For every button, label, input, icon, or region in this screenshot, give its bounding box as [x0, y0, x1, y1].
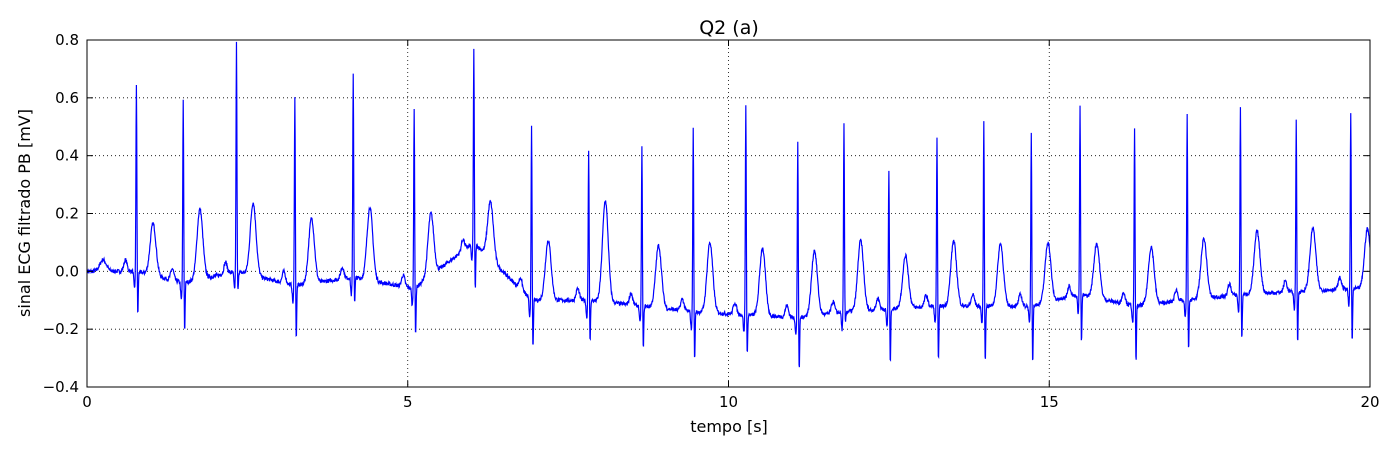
y-tick-label: 0.0 [55, 262, 79, 280]
x-tick-label: 10 [719, 393, 738, 411]
chart-title: Q2 (a) [699, 17, 759, 39]
y-tick-label: 0.4 [55, 147, 79, 165]
x-tick-label: 15 [1040, 393, 1059, 411]
x-tick-label: 0 [82, 393, 92, 411]
x-axis-ticks: 0 5 10 15 20 [82, 40, 1380, 411]
y-axis-label: sinal ECG filtrado PB [mV] [15, 109, 34, 317]
x-axis-label: tempo [s] [690, 417, 768, 436]
y-tick-label: 0.2 [55, 205, 79, 223]
y-axis-ticks: −0.4 −0.2 0.0 0.2 0.4 0.6 0.8 [43, 31, 1370, 396]
x-tick-label: 5 [403, 393, 413, 411]
y-tick-label: −0.4 [43, 378, 79, 396]
y-tick-label: 0.8 [55, 31, 79, 49]
y-tick-label: 0.6 [55, 89, 79, 107]
ecg-series-line [87, 41, 1370, 368]
y-tick-label: −0.2 [43, 320, 79, 338]
x-tick-label: 20 [1360, 393, 1379, 411]
